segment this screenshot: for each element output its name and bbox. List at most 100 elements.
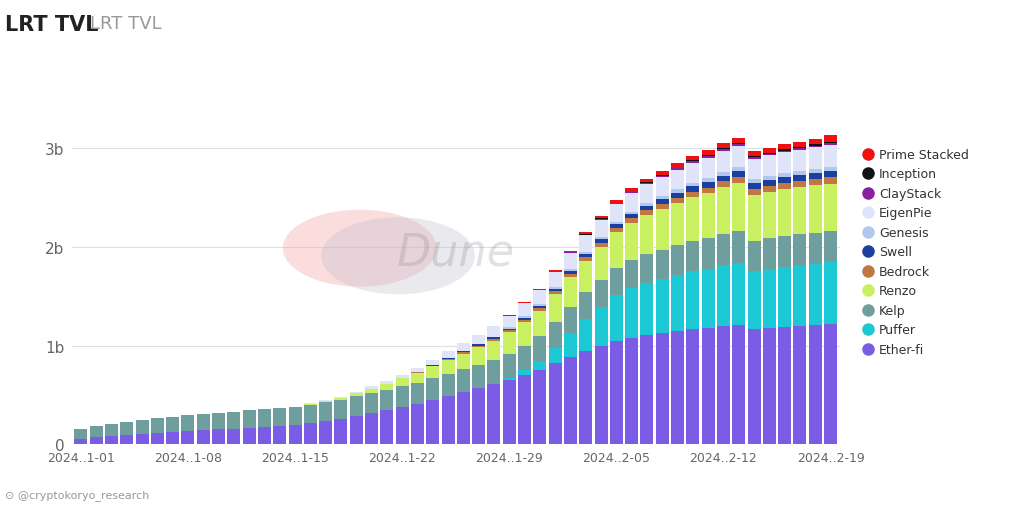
Bar [824, 184, 837, 232]
Bar [748, 184, 761, 189]
Bar [534, 311, 547, 337]
Bar [487, 361, 501, 384]
Bar [104, 424, 118, 436]
Bar [518, 322, 531, 346]
Bar [595, 281, 607, 308]
Bar [289, 407, 301, 425]
Bar [794, 147, 807, 149]
Bar [671, 193, 684, 198]
Bar [258, 410, 271, 427]
Bar [549, 273, 561, 287]
Bar [595, 219, 607, 220]
Bar [748, 271, 761, 329]
Bar [395, 378, 409, 386]
Bar [671, 190, 684, 193]
Bar [549, 348, 561, 364]
Bar [564, 307, 577, 333]
Bar [701, 269, 715, 328]
Bar [534, 305, 547, 306]
Bar [212, 430, 225, 444]
Bar [580, 236, 592, 252]
Bar [701, 156, 715, 157]
Bar [640, 283, 653, 335]
Bar [610, 341, 623, 444]
Bar [824, 178, 837, 184]
Bar [549, 272, 561, 273]
Bar [90, 437, 102, 444]
Bar [472, 388, 485, 444]
Bar [580, 262, 592, 293]
Bar [701, 239, 715, 269]
Bar [564, 271, 577, 274]
Bar [503, 380, 516, 444]
Bar [472, 365, 485, 388]
Bar [625, 193, 638, 194]
Bar [457, 370, 470, 392]
Bar [732, 146, 745, 168]
Bar [549, 289, 561, 292]
Bar [335, 398, 347, 400]
Bar [748, 159, 761, 180]
Bar [671, 169, 684, 170]
Bar [350, 392, 362, 394]
Bar [640, 179, 653, 183]
Bar [487, 339, 501, 341]
Bar [655, 279, 669, 333]
Bar [472, 345, 485, 346]
Bar [518, 371, 531, 376]
Bar [671, 168, 684, 169]
Bar [487, 341, 501, 361]
Bar [365, 393, 378, 413]
Bar [748, 152, 761, 157]
Bar [655, 333, 669, 444]
Bar [748, 241, 761, 271]
Bar [212, 413, 225, 430]
Bar [518, 317, 531, 318]
Bar [640, 184, 653, 185]
Bar [763, 156, 776, 177]
Bar [655, 197, 669, 200]
Bar [824, 144, 837, 145]
Bar [717, 151, 730, 172]
Bar [732, 325, 745, 444]
Wedge shape [283, 210, 436, 287]
Bar [732, 144, 745, 146]
Bar [426, 378, 439, 400]
Bar [580, 233, 592, 235]
Bar [610, 233, 623, 268]
Bar [824, 136, 837, 143]
Wedge shape [322, 218, 475, 295]
Bar [763, 328, 776, 444]
Bar [181, 432, 195, 444]
Bar [380, 381, 393, 384]
Bar [794, 326, 807, 444]
Bar [778, 150, 792, 151]
Bar [701, 183, 715, 188]
Bar [763, 269, 776, 328]
Bar [809, 186, 821, 233]
Bar [564, 278, 577, 307]
Bar [717, 172, 730, 176]
Bar [411, 383, 424, 404]
Bar [441, 359, 455, 360]
Bar [503, 331, 516, 333]
Bar [580, 255, 592, 258]
Bar [518, 346, 531, 371]
Bar [686, 271, 699, 329]
Bar [335, 419, 347, 444]
Bar [625, 338, 638, 444]
Bar [655, 210, 669, 250]
Bar [564, 333, 577, 357]
Bar [625, 215, 638, 219]
Bar [411, 373, 424, 383]
Bar [671, 198, 684, 204]
Bar [304, 405, 316, 423]
Bar [610, 204, 623, 205]
Bar [640, 207, 653, 211]
Bar [625, 194, 638, 212]
Bar [426, 366, 439, 367]
Bar [671, 331, 684, 444]
Bar [778, 190, 792, 237]
Bar [701, 158, 715, 179]
Bar [686, 157, 699, 161]
